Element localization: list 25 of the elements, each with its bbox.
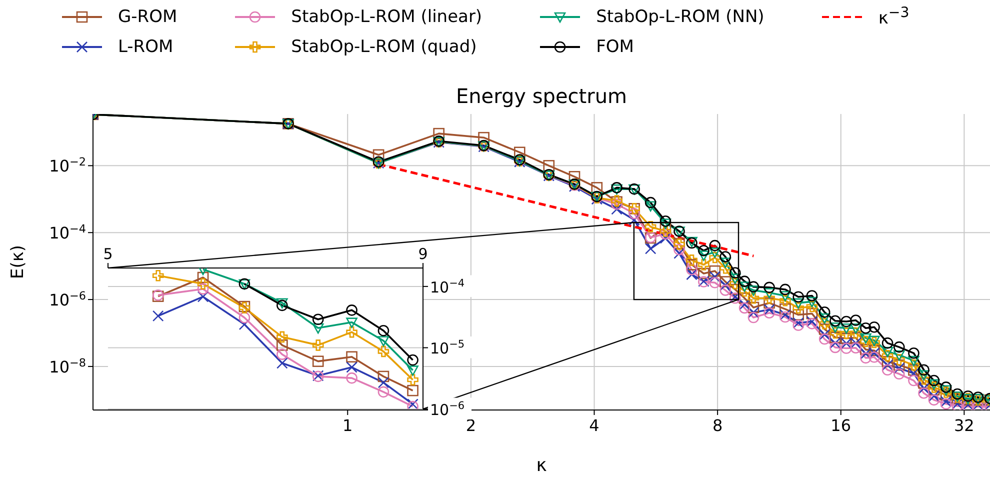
y-tick-label: 10$^{−2}$ (49, 155, 86, 176)
legend-label: G-ROM (118, 7, 178, 27)
x-tick-label: 2 (466, 416, 476, 435)
legend-label: StabOp-L-ROM (quad) (291, 37, 477, 57)
x-tick-label: 16 (830, 416, 852, 435)
y-tick-label: 10$^{−4}$ (49, 222, 86, 243)
x-tick-label: 32 (954, 416, 974, 435)
y-tick-label: 10$^{−5}$ (430, 338, 465, 358)
y-tick-label: 10$^{−6}$ (430, 400, 465, 419)
legend-label: StabOp-L-ROM (NN) (596, 7, 764, 27)
x-tick-label: 4 (589, 416, 600, 435)
legend-label: κ$^{−3}$ (878, 5, 910, 29)
y-tick-label: 10$^{−6}$ (49, 289, 86, 310)
y-axis-title: E(κ) (8, 244, 28, 280)
x-tick-label: 8 (712, 416, 723, 435)
legend-label: L-ROM (118, 37, 174, 57)
x-tick-label: 5 (103, 245, 113, 263)
y-tick-label: 10$^{−8}$ (49, 356, 86, 376)
legend-label: FOM (596, 37, 634, 57)
x-tick-label: 9 (418, 245, 428, 263)
chart-title: Energy spectrum (454, 84, 628, 108)
x-axis-title: κ (535, 455, 548, 476)
y-tick-label: 10$^{−4}$ (430, 277, 465, 296)
x-tick-label: 1 (342, 416, 353, 435)
legend-label: StabOp-L-ROM (linear) (291, 7, 482, 27)
